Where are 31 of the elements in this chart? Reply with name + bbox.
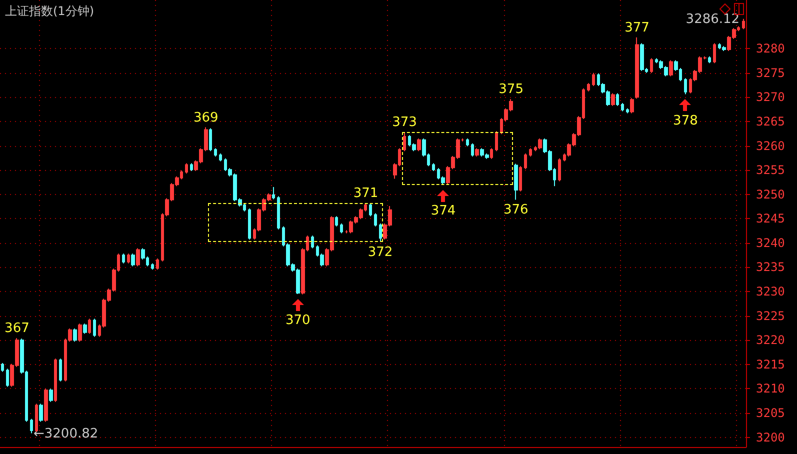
annotation: ←3200.82 <box>33 426 98 442</box>
y-tick-label: 3270 <box>756 90 785 104</box>
annotation: 378 <box>673 113 698 128</box>
y-tick-label: 3215 <box>756 357 785 372</box>
y-tick-label: 3255 <box>756 163 785 178</box>
y-tick-label: 3205 <box>756 406 785 420</box>
y-tick-label: 3250 <box>756 187 785 202</box>
annotation: 374 <box>430 204 456 219</box>
y-tick-label: 3245 <box>756 212 785 226</box>
y-tick-label: 3220 <box>756 333 785 348</box>
annotation: 376 <box>503 202 528 218</box>
y-tick-label: 3230 <box>756 284 785 299</box>
annotation: 377 <box>624 20 650 36</box>
annotation: 373 <box>392 115 417 130</box>
annotation: 370 <box>286 312 310 328</box>
annotation: 372 <box>368 244 393 260</box>
y-tick-label: 3210 <box>756 382 785 396</box>
y-tick-label: 3275 <box>756 66 785 80</box>
y-tick-label: 3240 <box>756 236 785 250</box>
annotation: 3286.12 <box>686 12 740 27</box>
y-tick-label: 3265 <box>756 114 785 128</box>
chart-title: 上证指数(1分钟) <box>5 4 94 18</box>
annotation: 369 <box>193 110 218 126</box>
annotation: 367 <box>4 321 30 336</box>
annotation: 371 <box>353 186 378 202</box>
y-tick-label: 3225 <box>756 308 785 323</box>
annotation: 375 <box>498 82 524 98</box>
y-tick-label: 3260 <box>756 138 785 153</box>
y-tick-label: 3280 <box>756 42 785 56</box>
y-tick-label: 3200 <box>756 430 785 444</box>
y-tick-label: 3235 <box>756 260 785 274</box>
